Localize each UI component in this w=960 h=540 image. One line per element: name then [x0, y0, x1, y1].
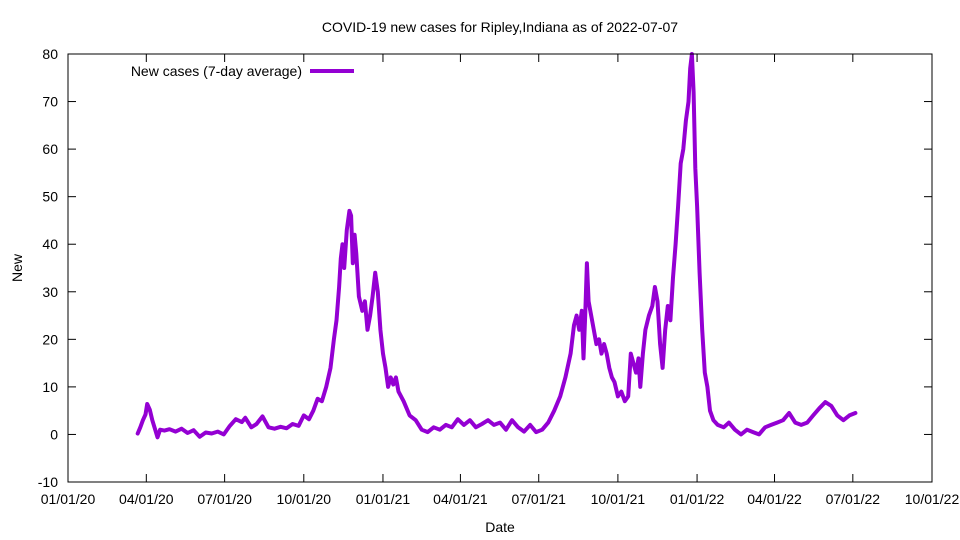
y-axis-label: New: [9, 253, 25, 282]
legend: New cases (7-day average): [131, 63, 354, 79]
x-tick-label: 04/01/20: [119, 491, 174, 507]
y-tick-label: 30: [42, 284, 58, 300]
x-tick-label: 04/01/21: [433, 491, 488, 507]
y-axis-ticks: -10 0 10 20 30 40 50 60 70 80: [38, 46, 932, 490]
series-line: [135, 52, 858, 440]
y-tick-label: 40: [42, 236, 58, 252]
y-tick-label: 60: [42, 141, 58, 157]
x-tick-label: 07/01/21: [511, 491, 566, 507]
x-tick-label: 01/01/21: [356, 491, 411, 507]
y-tick-label: 10: [42, 379, 58, 395]
x-axis-label: Date: [485, 519, 515, 535]
x-tick-label: 01/01/20: [41, 491, 96, 507]
y-tick-label: 50: [42, 189, 58, 205]
y-tick-label: 70: [42, 94, 58, 110]
y-tick-label: 80: [42, 46, 58, 62]
x-tick-label: 04/01/22: [747, 491, 802, 507]
x-tick-label: 10/01/22: [905, 491, 960, 507]
x-tick-label: 10/01/20: [277, 491, 332, 507]
y-tick-label: 0: [50, 426, 58, 442]
x-tick-label: 07/01/22: [826, 491, 881, 507]
chart-title: COVID-19 new cases for Ripley,Indiana as…: [322, 19, 678, 35]
legend-label: New cases (7-day average): [131, 63, 302, 79]
x-tick-label: 07/01/20: [197, 491, 252, 507]
y-tick-label: 20: [42, 331, 58, 347]
plot-area-frame: [67, 53, 933, 483]
x-axis-ticks: 01/01/20 04/01/20 07/01/20 10/01/20 01/01/21…: [41, 54, 960, 507]
x-tick-label: 01/01/22: [670, 491, 725, 507]
y-tick-label: -10: [38, 474, 58, 490]
x-tick-label: 10/01/21: [591, 491, 646, 507]
